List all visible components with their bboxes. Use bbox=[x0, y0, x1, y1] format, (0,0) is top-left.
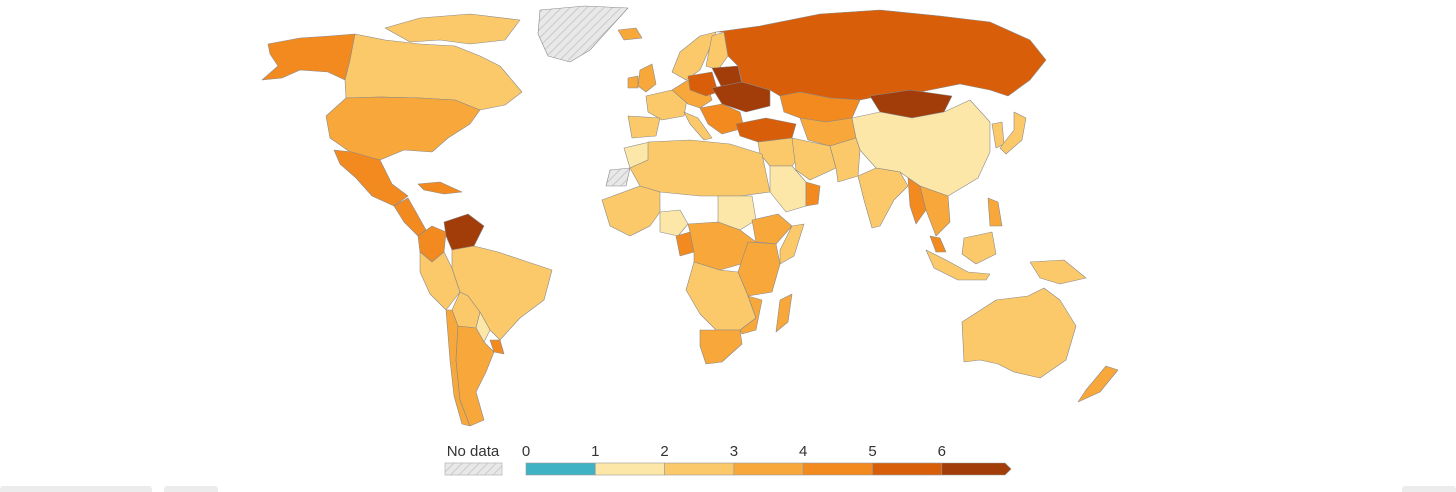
region-ireland[interactable] bbox=[627, 75, 639, 89]
legend-tick-label: 2 bbox=[660, 443, 668, 460]
region-greenland bbox=[537, 5, 629, 63]
legend-bin bbox=[941, 462, 1012, 476]
region-mexico[interactable] bbox=[333, 149, 409, 207]
legend-tick-labels: 0 1 2 3 4 5 6 bbox=[522, 443, 946, 460]
legend-tick-label: 3 bbox=[730, 443, 738, 460]
legend-tick-label: 1 bbox=[591, 443, 599, 460]
region-iberia[interactable] bbox=[627, 115, 661, 139]
legend-tick-label: 6 bbox=[938, 443, 946, 460]
region-united-states[interactable] bbox=[325, 96, 481, 161]
region-somalia[interactable] bbox=[779, 223, 805, 265]
region-finland[interactable] bbox=[705, 31, 729, 71]
region-china[interactable] bbox=[851, 99, 991, 197]
region-poland[interactable] bbox=[687, 71, 719, 97]
legend-bin bbox=[733, 462, 804, 476]
legend-tick-label: 5 bbox=[868, 443, 876, 460]
region-india[interactable] bbox=[857, 167, 909, 229]
region-borneo[interactable] bbox=[961, 231, 997, 265]
region-canadian-arctic-islands[interactable] bbox=[384, 13, 521, 45]
legend-no-data-label: No data bbox=[447, 443, 500, 460]
bottom-tab-left bbox=[0, 486, 152, 492]
map-legend: No data 0 1 2 3 4 5 6 bbox=[444, 443, 1012, 476]
bottom-tab-right bbox=[1402, 486, 1456, 492]
region-malaysia[interactable] bbox=[929, 235, 947, 253]
region-madagascar[interactable] bbox=[775, 293, 793, 333]
region-alaska[interactable] bbox=[261, 33, 356, 81]
region-argentina[interactable] bbox=[455, 325, 495, 427]
region-new-zealand[interactable] bbox=[1077, 365, 1119, 403]
region-cuba[interactable] bbox=[417, 181, 463, 195]
region-korea[interactable] bbox=[991, 121, 1005, 149]
region-united-kingdom[interactable] bbox=[637, 63, 657, 93]
region-japan[interactable] bbox=[999, 111, 1027, 155]
region-venezuela[interactable] bbox=[443, 213, 485, 251]
region-russia[interactable] bbox=[715, 9, 1047, 101]
region-oman-yemen[interactable] bbox=[805, 181, 821, 207]
legend-no-data-swatch bbox=[444, 462, 503, 476]
region-central-africa[interactable] bbox=[687, 221, 757, 271]
legend-tick-label: 0 bbox=[522, 443, 530, 460]
region-central-america[interactable] bbox=[393, 197, 427, 237]
region-ethiopia[interactable] bbox=[751, 213, 793, 245]
region-south-africa[interactable] bbox=[699, 329, 743, 365]
region-canada[interactable] bbox=[344, 33, 523, 111]
legend-bin bbox=[594, 462, 665, 476]
region-nigeria[interactable] bbox=[659, 209, 689, 237]
legend-bin bbox=[664, 462, 735, 476]
region-australia[interactable] bbox=[961, 287, 1077, 379]
region-indonesia[interactable] bbox=[925, 249, 991, 281]
region-west-africa[interactable] bbox=[601, 185, 661, 237]
legend-color-bins bbox=[525, 462, 1012, 476]
legend-bin bbox=[872, 462, 943, 476]
legend-bin bbox=[802, 462, 873, 476]
region-iceland[interactable] bbox=[617, 27, 643, 41]
legend-bin bbox=[525, 462, 596, 476]
region-uruguay[interactable] bbox=[489, 339, 505, 355]
region-myanmar[interactable] bbox=[907, 177, 927, 225]
region-afghanistan-pakistan[interactable] bbox=[829, 137, 861, 183]
legend-tick-label: 4 bbox=[799, 443, 807, 460]
region-iran[interactable] bbox=[791, 137, 837, 181]
land-layer bbox=[261, 5, 1119, 427]
region-new-guinea[interactable] bbox=[1029, 259, 1087, 285]
bottom-tab-secondary bbox=[164, 486, 218, 492]
region-sudan[interactable] bbox=[717, 195, 757, 231]
region-philippines[interactable] bbox=[987, 197, 1003, 227]
region-mozambique[interactable] bbox=[739, 295, 763, 335]
region-western-sahara bbox=[605, 167, 631, 187]
region-north-africa[interactable] bbox=[629, 139, 771, 197]
region-italy[interactable] bbox=[683, 111, 713, 141]
region-southeast-asia[interactable] bbox=[919, 185, 951, 237]
